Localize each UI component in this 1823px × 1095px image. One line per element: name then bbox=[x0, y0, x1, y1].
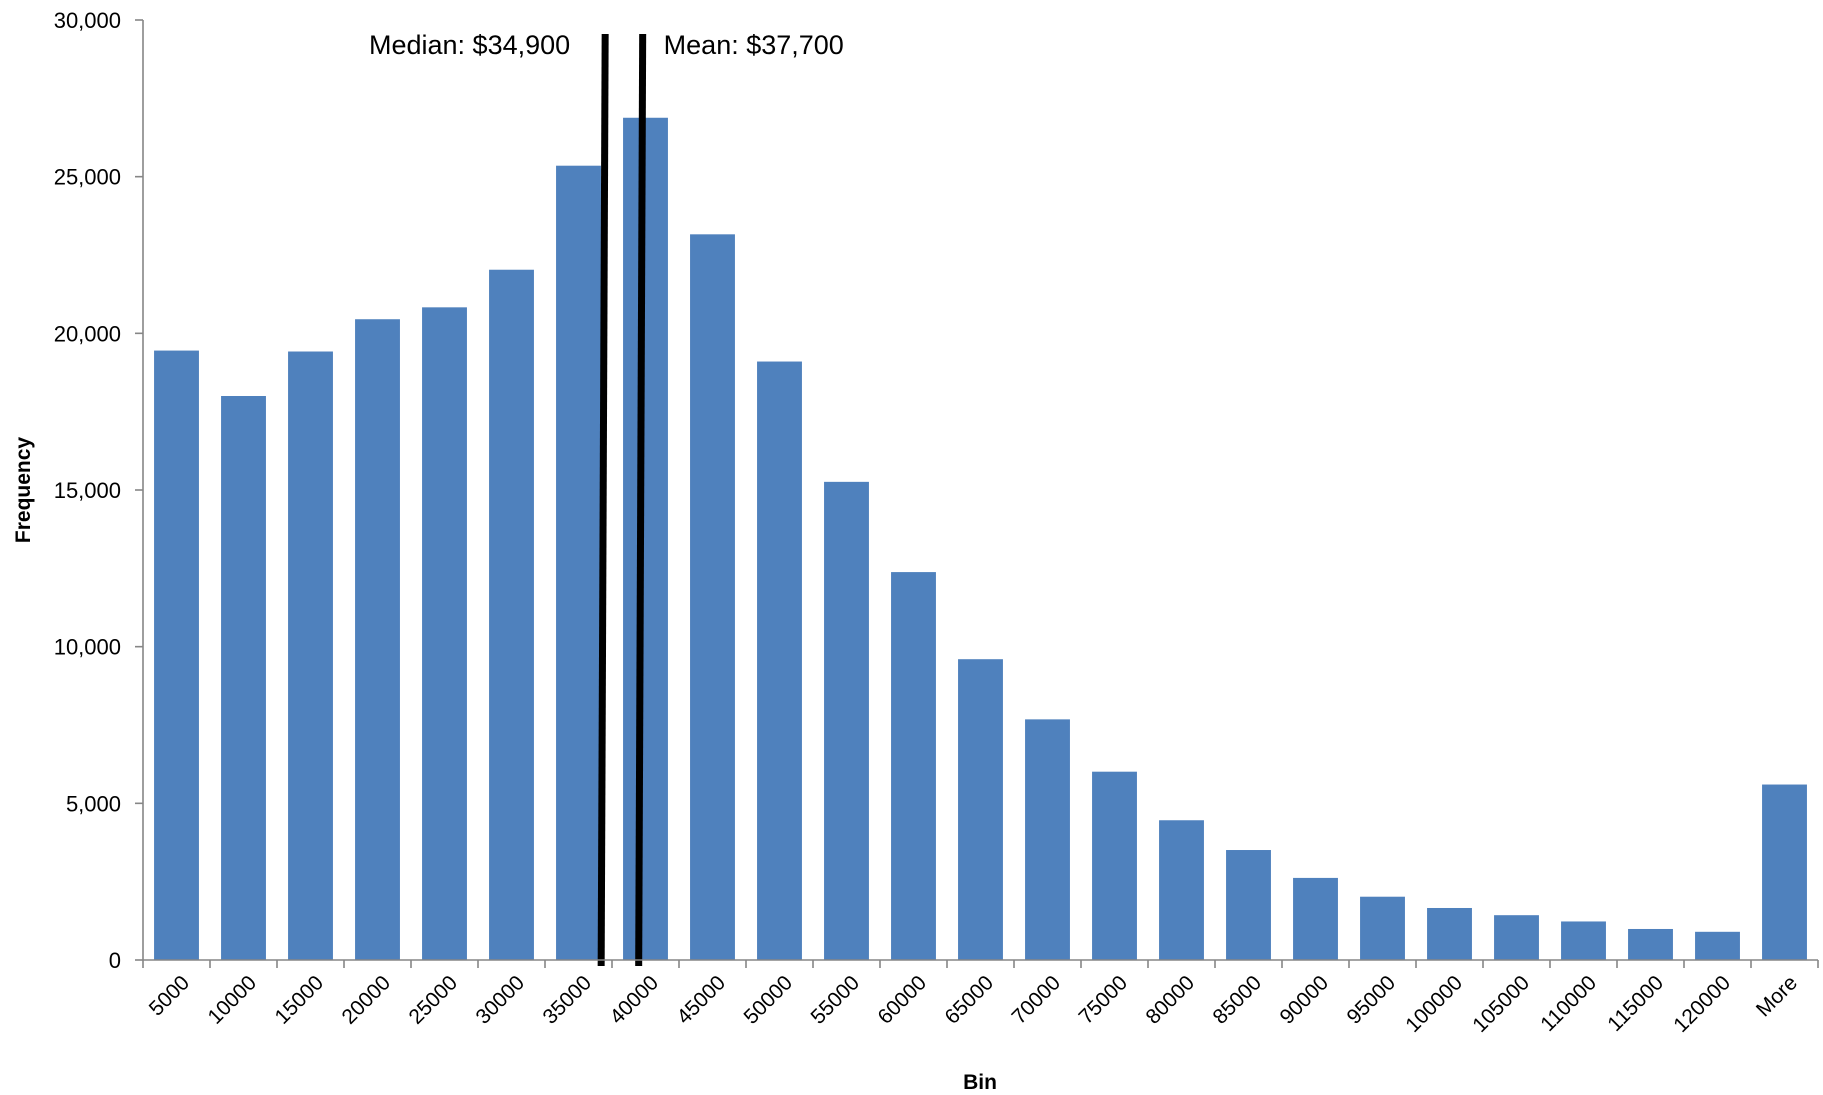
x-tick-label: 50000 bbox=[739, 971, 797, 1029]
bar-90000 bbox=[1293, 877, 1338, 960]
bar-25000 bbox=[422, 307, 467, 961]
y-tick-label: 5,000 bbox=[66, 791, 121, 816]
x-tick-label: 85000 bbox=[1208, 971, 1266, 1029]
x-tick-label: 15000 bbox=[270, 971, 328, 1029]
x-tick-label: 40000 bbox=[605, 971, 663, 1029]
bar-10000 bbox=[221, 396, 266, 960]
y-tick-label: 10,000 bbox=[54, 635, 121, 660]
bar-30000 bbox=[489, 269, 534, 961]
x-tick-label: 10000 bbox=[203, 971, 261, 1029]
bar-65000 bbox=[958, 659, 1003, 960]
x-tick-label: 100000 bbox=[1401, 971, 1467, 1037]
x-tick-label: 5000 bbox=[145, 971, 194, 1020]
bar-70000 bbox=[1025, 719, 1070, 960]
x-tick-label: 80000 bbox=[1141, 971, 1199, 1029]
x-tick-label: 25000 bbox=[404, 971, 462, 1029]
bar-20000 bbox=[355, 319, 400, 961]
x-tick-label: 55000 bbox=[806, 971, 864, 1029]
x-tick-label: 75000 bbox=[1074, 971, 1132, 1029]
x-tick-label: 115000 bbox=[1603, 971, 1668, 1036]
bar-95000 bbox=[1360, 896, 1405, 960]
x-tick-label: 20000 bbox=[337, 971, 395, 1029]
bar-120000 bbox=[1695, 931, 1740, 960]
bar-55000 bbox=[824, 481, 869, 960]
x-tick-label: 35000 bbox=[538, 971, 596, 1029]
mean-label: Mean: $37,700 bbox=[664, 30, 844, 60]
x-tick-label: 60000 bbox=[873, 971, 931, 1029]
bar-110000 bbox=[1561, 921, 1606, 960]
bar-80000 bbox=[1159, 820, 1204, 960]
bar-75000 bbox=[1092, 771, 1137, 960]
bar-15000 bbox=[288, 351, 333, 960]
annotation-markers: Median: $34,900 Mean: $37,700 bbox=[369, 30, 844, 967]
bar-More bbox=[1762, 784, 1807, 960]
x-tick-label: 65000 bbox=[940, 971, 998, 1029]
bar-60000 bbox=[891, 572, 936, 960]
mean-line bbox=[635, 33, 647, 967]
x-tick-label: 105000 bbox=[1468, 971, 1534, 1037]
x-tick-label: 95000 bbox=[1342, 971, 1400, 1029]
bar-100000 bbox=[1427, 907, 1472, 960]
y-axis-title: Frequency bbox=[12, 437, 35, 544]
x-tick-label: 45000 bbox=[672, 971, 730, 1029]
x-tick-label: 90000 bbox=[1275, 971, 1333, 1029]
bar-35000 bbox=[556, 165, 601, 960]
x-tick-label: 110000 bbox=[1536, 971, 1601, 1036]
y-tick-label: 15,000 bbox=[54, 478, 121, 503]
y-tick-label: 0 bbox=[109, 948, 121, 973]
x-tick-label: More bbox=[1752, 971, 1802, 1021]
y-tick-label: 30,000 bbox=[54, 8, 121, 33]
bar-115000 bbox=[1628, 928, 1673, 960]
bar-5000 bbox=[154, 350, 199, 960]
y-tick-label: 20,000 bbox=[54, 321, 121, 346]
x-axis: 5000 10000 15000 20000 25000 30000 35000 40000 4… bbox=[142, 960, 1819, 1037]
bar-45000 bbox=[690, 234, 735, 960]
bars-group bbox=[154, 117, 1807, 961]
bar-40000 bbox=[623, 117, 668, 960]
bar-85000 bbox=[1226, 850, 1271, 960]
bar-50000 bbox=[757, 361, 802, 960]
x-tick-label: 30000 bbox=[471, 971, 529, 1029]
x-tick-label: 120000 bbox=[1669, 971, 1735, 1037]
median-line bbox=[597, 33, 609, 967]
x-tick-label: 70000 bbox=[1007, 971, 1065, 1029]
y-tick-label: 25,000 bbox=[54, 165, 121, 190]
x-axis-title: Bin bbox=[963, 1071, 997, 1094]
bar-105000 bbox=[1494, 915, 1539, 960]
median-label: Median: $34,900 bbox=[369, 30, 570, 60]
y-axis: 0 5,000 10,000 15,000 20,000 25,000 30,000 bbox=[54, 8, 143, 973]
